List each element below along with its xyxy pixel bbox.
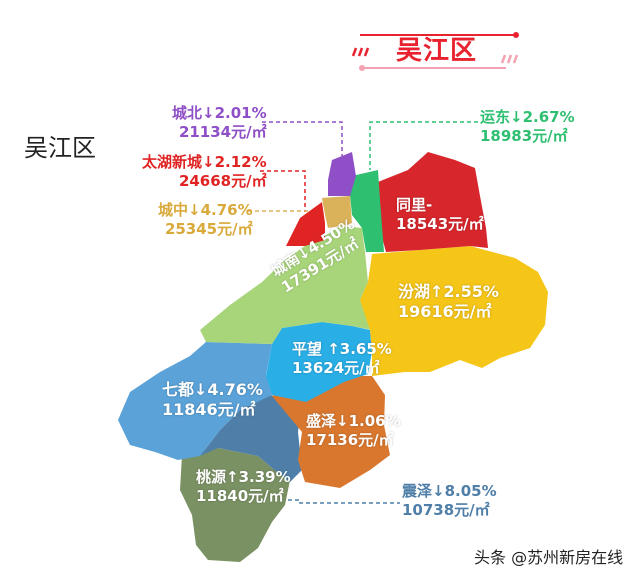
label-chengzhong-price: 25345元/㎡ [164, 220, 253, 238]
region-fenhu[interactable] [360, 246, 548, 376]
label-fenhu-price: 19616元/㎡ [398, 302, 492, 321]
banner-decoration [351, 32, 519, 71]
label-taoyuan: 桃源↑3.39% 11840元/㎡ [196, 468, 291, 506]
label-shengze-price: 17136元/㎡ [306, 431, 394, 449]
label-taoyuan-change: 桃源↑3.39% [196, 468, 291, 486]
region-shengze[interactable] [272, 376, 390, 488]
label-zhenze-change: 震泽↓8.05% [402, 482, 497, 500]
label-qidu: 七都↓4.76% 11846元/㎡ [162, 380, 263, 420]
label-shengze: 盛泽↓1.06% 17136元/㎡ [306, 412, 401, 450]
label-tongli: 同里- 18543元/㎡ [396, 196, 484, 234]
label-pingwang-change: 平望 ↑3.65% [292, 340, 392, 358]
region-taihuxincheng[interactable] [286, 202, 325, 246]
label-taihuxincheng-change: 太湖新城↓2.12% [142, 153, 267, 171]
watermark: 头条 @苏州新房在线 [474, 548, 624, 567]
label-fenhu-change: 汾湖↑2.55% [398, 282, 499, 301]
label-qidu-price: 11846元/㎡ [162, 400, 256, 419]
label-shengze-change: 盛泽↓1.06% [306, 412, 401, 430]
label-fenhu: 汾湖↑2.55% 19616元/㎡ [398, 282, 499, 322]
label-chengbei-price: 21134元/㎡ [178, 123, 267, 141]
region-chengnan[interactable] [200, 226, 372, 344]
region-pingwang[interactable] [266, 322, 372, 402]
region-taoyuan[interactable] [180, 448, 290, 562]
label-chengbei-change: 城北↓2.01% [172, 104, 267, 122]
label-yundong-price: 18983元/㎡ [480, 127, 568, 145]
label-chengzhong-change: 城中↓4.76% [158, 201, 253, 219]
label-zhenze-price: 10738元/㎡ [402, 501, 490, 519]
label-tongli-change: 同里- [396, 196, 433, 214]
region-chengbei[interactable] [328, 152, 356, 196]
banner-title: 吴江区 [396, 36, 478, 66]
region-qidu[interactable] [118, 342, 272, 460]
region-tongli[interactable] [378, 152, 488, 252]
region-chengzhong[interactable] [322, 196, 352, 228]
leader-lines [248, 121, 478, 504]
label-zhenze: 震泽↓8.05% 10738元/㎡ [402, 482, 497, 520]
label-yundong: 运东↓2.67% 18983元/㎡ [480, 108, 575, 146]
label-pingwang-price: 13624元/㎡ [292, 359, 380, 377]
region-zhenze[interactable] [200, 395, 302, 482]
label-tongli-price: 18543元/㎡ [396, 215, 484, 233]
region-yundong[interactable] [350, 170, 384, 252]
label-qidu-change: 七都↓4.76% [162, 380, 263, 399]
label-chengzhong: 城中↓4.76% 25345元/㎡ [158, 201, 253, 239]
label-chengbei: 城北↓2.01% 21134元/㎡ [172, 104, 267, 142]
label-yundong-change: 运东↓2.67% [480, 108, 575, 126]
label-pingwang: 平望 ↑3.65% 13624元/㎡ [292, 340, 392, 378]
side-title: 吴江区 [24, 134, 96, 162]
label-taihuxincheng: 太湖新城↓2.12% 24668元/㎡ [142, 153, 267, 191]
label-taoyuan-price: 11840元/㎡ [196, 487, 284, 505]
label-taihuxincheng-price: 24668元/㎡ [178, 172, 267, 190]
